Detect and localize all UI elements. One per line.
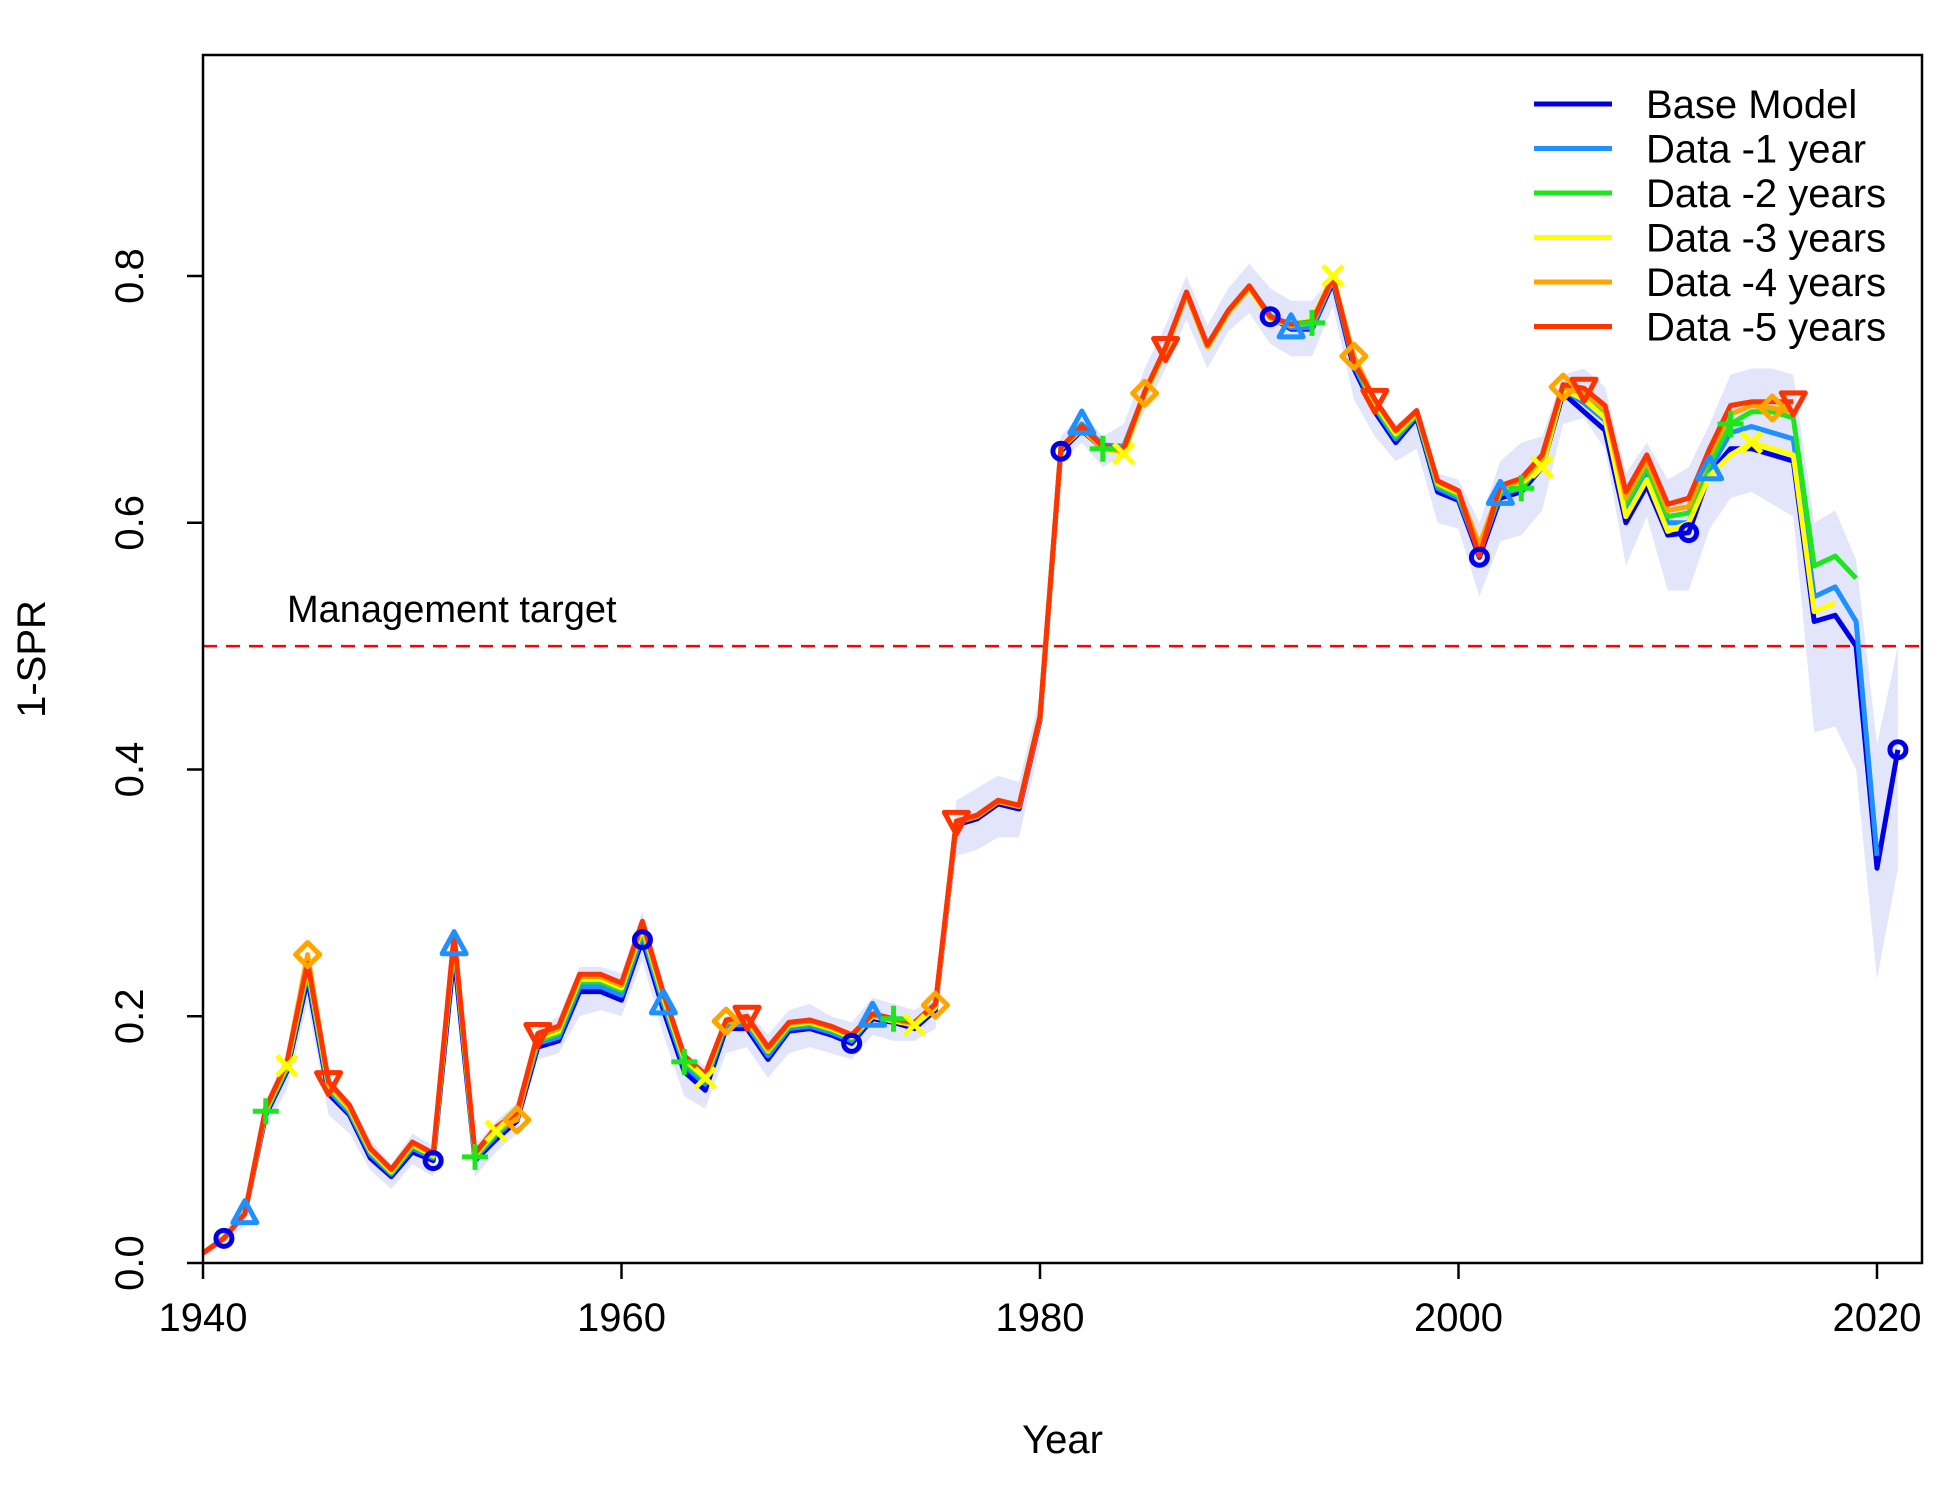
reference-line-layer: Management target bbox=[203, 589, 1922, 648]
marker-1-1952 bbox=[439, 929, 469, 957]
marker-0-2001 bbox=[1468, 546, 1490, 568]
marker-0-1961 bbox=[631, 929, 653, 951]
marker-5-2006 bbox=[1569, 376, 1599, 404]
x-tick-label-2020: 2020 bbox=[1833, 1296, 1922, 1340]
marker-1-1942 bbox=[230, 1198, 260, 1226]
marker-1-1972 bbox=[858, 1000, 888, 1028]
marker-3-1994 bbox=[1321, 264, 1345, 288]
plot-frame bbox=[201, 53, 1924, 1265]
y-tick-label-0.6: 0.6 bbox=[108, 495, 152, 551]
marker-4-1985 bbox=[1130, 378, 1160, 408]
marker-1-1982 bbox=[1067, 408, 1097, 436]
series-line-1 bbox=[201, 277, 1880, 1256]
marker-2-1963 bbox=[671, 1048, 698, 1075]
legend-item-0: Base Model bbox=[1534, 83, 1857, 127]
marker-3-2014 bbox=[1739, 430, 1764, 455]
y-tick-label-0.2: 0.2 bbox=[108, 988, 152, 1044]
marker-0-1941 bbox=[213, 1227, 235, 1249]
series-line-5 bbox=[201, 274, 1794, 1256]
legend-label-1: Data -1 year bbox=[1646, 128, 1866, 172]
marker-0-2021 bbox=[1887, 739, 1909, 761]
marker-4-1965 bbox=[711, 1006, 741, 1036]
x-tick-label-1980: 1980 bbox=[996, 1296, 1085, 1340]
marker-1-1962 bbox=[648, 988, 678, 1016]
marker-2-1983 bbox=[1089, 435, 1116, 462]
x-axis-title: Year bbox=[1022, 1418, 1103, 1462]
marker-5-2016 bbox=[1778, 390, 1808, 418]
marker-4-1995 bbox=[1339, 341, 1369, 371]
marker-3-2004 bbox=[1530, 455, 1554, 479]
x-axis: 1940 1960 1980 2000 2020 bbox=[159, 1263, 1922, 1340]
y-tick-label-0.0: 0.0 bbox=[108, 1235, 152, 1291]
marker-layer bbox=[213, 264, 1909, 1249]
marker-1-1992 bbox=[1276, 312, 1306, 340]
legend-label-3: Data -3 years bbox=[1646, 217, 1886, 261]
y-tick-label-0.8: 0.8 bbox=[108, 248, 152, 304]
series-layer bbox=[201, 273, 1901, 1256]
marker-5-1976 bbox=[941, 809, 971, 837]
marker-1-2012 bbox=[1695, 454, 1725, 482]
legend-label-5: Data -5 years bbox=[1646, 306, 1886, 350]
legend-item-1: Data -1 year bbox=[1534, 128, 1866, 172]
marker-3-1944 bbox=[274, 1053, 299, 1078]
marker-5-1986 bbox=[1151, 336, 1181, 364]
marker-4-1945 bbox=[293, 940, 323, 970]
y-axis: 0.0 0.2 0.4 0.6 0.8 bbox=[108, 248, 203, 1291]
legend-label-0: Base Model bbox=[1646, 83, 1857, 127]
legend-item-4: Data -4 years bbox=[1534, 261, 1886, 305]
legend-label-4: Data -4 years bbox=[1646, 261, 1886, 305]
marker-1-2002 bbox=[1485, 478, 1515, 506]
x-tick-label-1940: 1940 bbox=[159, 1296, 248, 1340]
marker-5-1966 bbox=[732, 1004, 762, 1032]
marker-2-2003 bbox=[1508, 475, 1535, 502]
marker-4-2015 bbox=[1757, 393, 1787, 423]
marker-2-1943 bbox=[252, 1098, 279, 1125]
legend-label-2: Data -2 years bbox=[1646, 172, 1886, 216]
series-line-0 bbox=[201, 279, 1901, 1256]
marker-3-1954 bbox=[484, 1119, 508, 1143]
marker-3-1984 bbox=[1111, 441, 1136, 466]
marker-0-2011 bbox=[1678, 522, 1700, 544]
legend-item-5: Data -5 years bbox=[1534, 306, 1886, 350]
x-tick-label-1960: 1960 bbox=[577, 1296, 666, 1340]
marker-4-1955 bbox=[502, 1105, 532, 1135]
marker-0-1951 bbox=[422, 1150, 444, 1172]
marker-2-1973 bbox=[880, 1005, 907, 1032]
y-tick-label-0.4: 0.4 bbox=[108, 742, 152, 798]
marker-2-1953 bbox=[462, 1143, 489, 1170]
confidence-band bbox=[203, 263, 1898, 1257]
x-tick-label-2000: 2000 bbox=[1414, 1296, 1503, 1340]
marker-0-1981 bbox=[1050, 440, 1072, 462]
marker-5-1956 bbox=[523, 1022, 553, 1050]
marker-4-2005 bbox=[1548, 372, 1578, 402]
marker-2-2013 bbox=[1717, 411, 1744, 438]
y-axis-title: 1-SPR bbox=[10, 600, 54, 718]
confidence-band-layer bbox=[203, 263, 1898, 1257]
marker-0-1971 bbox=[841, 1032, 863, 1054]
marker-0-1991 bbox=[1259, 306, 1281, 328]
legend-item-2: Data -2 years bbox=[1534, 172, 1886, 216]
management-target-label: Management target bbox=[287, 589, 617, 631]
marker-5-1946 bbox=[314, 1070, 344, 1098]
marker-5-1996 bbox=[1360, 387, 1390, 415]
marker-4-1975 bbox=[920, 990, 950, 1020]
marker-3-1964 bbox=[693, 1066, 717, 1090]
legend-item-3: Data -3 years bbox=[1534, 217, 1886, 261]
marker-2-1993 bbox=[1299, 309, 1326, 336]
marker-3-1974 bbox=[902, 1013, 927, 1037]
